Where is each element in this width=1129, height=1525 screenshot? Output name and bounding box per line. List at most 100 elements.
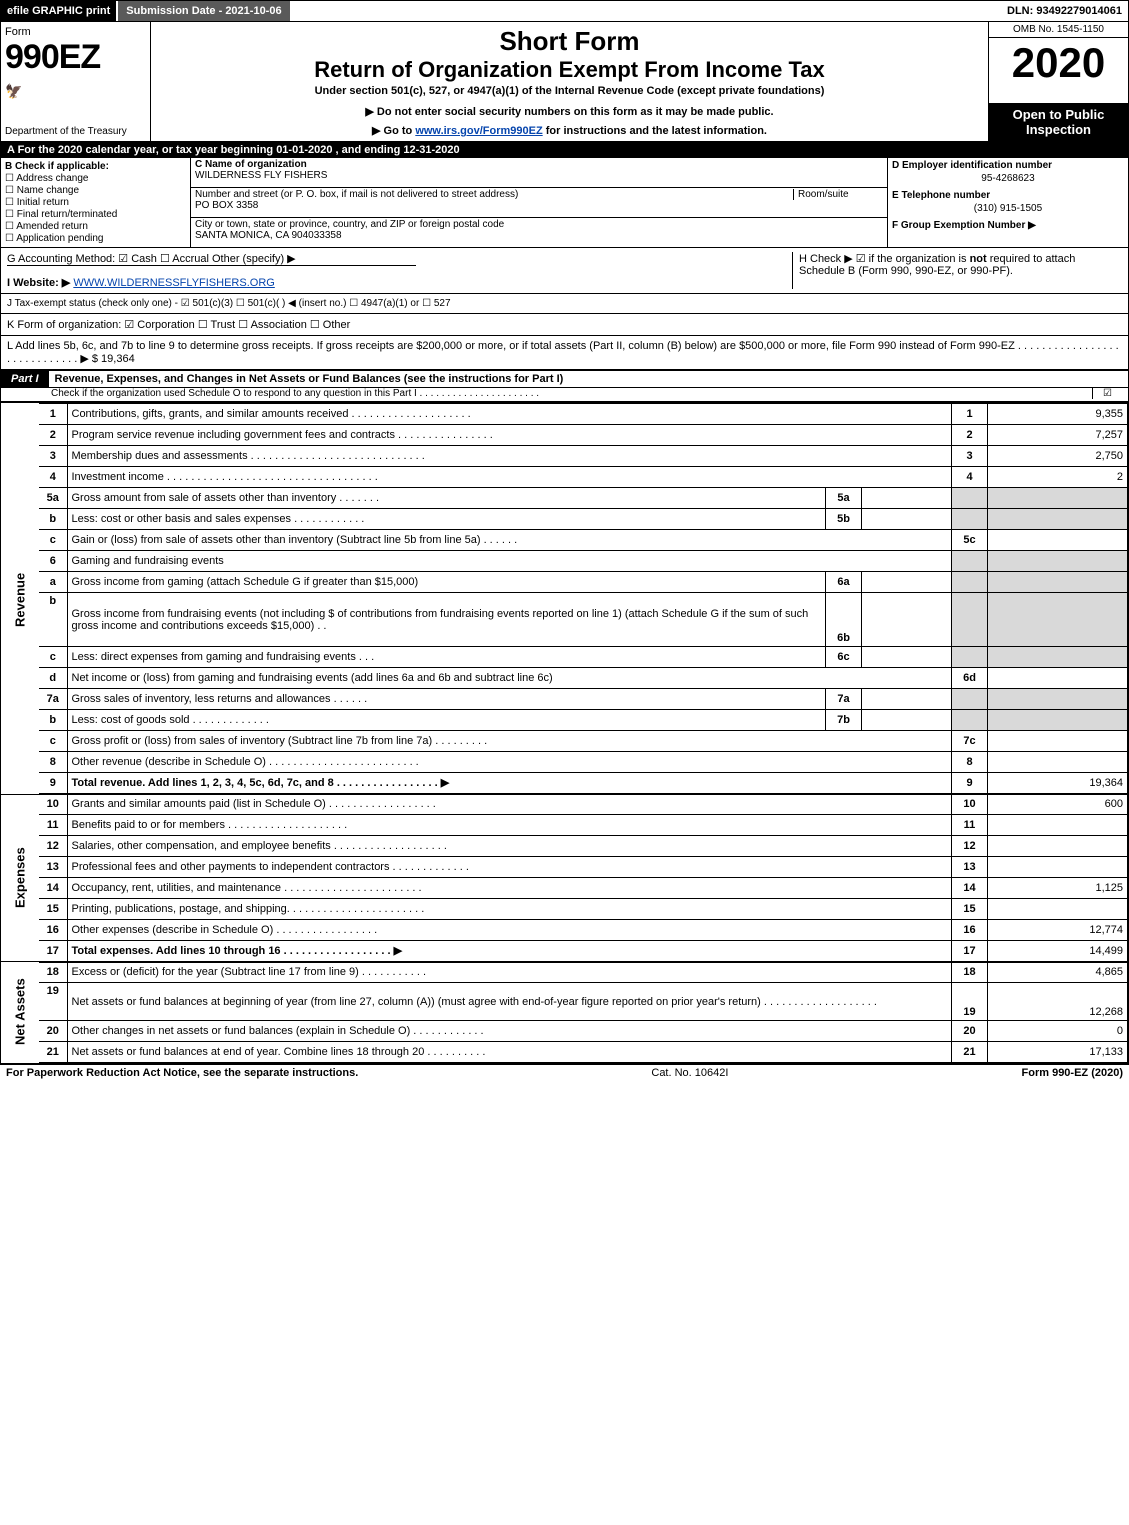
line-subval [862,647,952,668]
line-desc: Total revenue. Add lines 1, 2, 3, 4, 5c,… [67,773,952,794]
footer-left: For Paperwork Reduction Act Notice, see … [6,1067,358,1079]
chk-application-pending[interactable]: ☐ Application pending [5,233,186,244]
dept-label: Department of the Treasury [5,126,146,137]
line-num: 13 [39,857,67,878]
line-subref: 5a [826,488,862,509]
line-subref: 6b [826,593,862,647]
c-name-label: C Name of organization [195,159,883,170]
table-row: 2 Program service revenue including gove… [1,425,1128,446]
line-val-grey [988,710,1128,731]
line-ref: 2 [952,425,988,446]
line-num: 2 [39,425,67,446]
line-ref: 1 [952,404,988,425]
chk-name-change[interactable]: ☐ Name change [5,185,186,196]
line-num: 11 [39,815,67,836]
line-desc: Other revenue (describe in Schedule O) .… [67,752,952,773]
line-subval [862,488,952,509]
line-ref: 12 [952,836,988,857]
line-num: 6 [39,551,67,572]
g-accounting: G Accounting Method: ☑ Cash ☐ Accrual Ot… [7,252,792,289]
line-val [988,857,1128,878]
h-check: H Check ▶ ☑ if the organization is not r… [792,252,1122,289]
line-ref: 21 [952,1042,988,1063]
line-num: 3 [39,446,67,467]
chk-final-return[interactable]: ☐ Final return/terminated [5,209,186,220]
c-city-value: SANTA MONICA, CA 904033358 [195,230,504,241]
line-desc: Gross sales of inventory, less returns a… [67,689,826,710]
chk-initial-return[interactable]: ☐ Initial return [5,197,186,208]
table-row: b Gross income from fundraising events (… [1,593,1128,647]
inspect-line2: Inspection [993,122,1124,137]
row-a-tax-year: A For the 2020 calendar year, or tax yea… [1,142,1128,158]
line-val: 1,125 [988,878,1128,899]
e-tel-value: (310) 915-1505 [892,203,1124,214]
k-form-org: K Form of organization: ☑ Corporation ☐ … [1,314,1128,336]
line-desc: Total expenses. Add lines 10 through 16 … [67,941,952,962]
submission-date-button[interactable]: Submission Date - 2021-10-06 [116,1,289,21]
line-desc: Membership dues and assessments . . . . … [67,446,952,467]
line-val [988,668,1128,689]
line-desc: Benefits paid to or for members . . . . … [67,815,952,836]
line-subref: 5b [826,509,862,530]
line-val [988,752,1128,773]
c-city-label: City or town, state or province, country… [195,219,504,230]
line-desc: Net assets or fund balances at beginning… [67,983,952,1021]
line-desc: Less: cost or other basis and sales expe… [67,509,826,530]
line-ref-grey [952,710,988,731]
irs-link[interactable]: www.irs.gov/Form990EZ [415,125,542,137]
line-ref: 5c [952,530,988,551]
line-desc: Contributions, gifts, grants, and simila… [67,404,952,425]
topbar-spacer [290,1,1001,21]
efile-print-button[interactable]: efile GRAPHIC print [1,1,116,21]
line-subref: 6c [826,647,862,668]
line-subval [862,710,952,731]
line-desc: Less: direct expenses from gaming and fu… [67,647,826,668]
line-ref: 17 [952,941,988,962]
line-ref-grey [952,647,988,668]
chk-address-change[interactable]: ☐ Address change [5,173,186,184]
line-subval [862,572,952,593]
website-link[interactable]: WWW.WILDERNESSFLYFISHERS.ORG [73,277,274,289]
table-row: c Less: direct expenses from gaming and … [1,647,1128,668]
form-number: 990EZ [5,38,146,77]
part1-header: Part I Revenue, Expenses, and Changes in… [1,371,1128,388]
line-desc: Salaries, other compensation, and employ… [67,836,952,857]
line-val [988,899,1128,920]
line-num: 18 [39,962,67,983]
col-d-identifiers: D Employer identification number 95-4268… [888,158,1128,247]
table-row: 11 Benefits paid to or for members . . .… [1,815,1128,836]
line-ref: 13 [952,857,988,878]
line-num: b [39,509,67,530]
line-desc: Gross income from fundraising events (no… [67,593,826,647]
l-gross-receipts: L Add lines 5b, 6c, and 7b to line 9 to … [1,336,1128,371]
part1-tag: Part I [1,371,49,387]
org-address-row: Number and street (or P. O. box, if mail… [191,188,887,218]
line-subval [862,509,952,530]
line-desc: Printing, publications, postage, and shi… [67,899,952,920]
chk-amended-return[interactable]: ☐ Amended return [5,221,186,232]
b-label: B Check if applicable: [5,161,186,172]
line-num: c [39,530,67,551]
table-row: 19 Net assets or fund balances at beginn… [1,983,1128,1021]
line-val-grey [988,647,1128,668]
main-title: Return of Organization Exempt From Incom… [159,57,980,83]
tax-year: 2020 [989,38,1128,88]
line-desc: Occupancy, rent, utilities, and maintena… [67,878,952,899]
f-group-label: F Group Exemption Number ▶ [892,220,1124,231]
line-desc: Professional fees and other payments to … [67,857,952,878]
line-num: c [39,647,67,668]
table-row: 5a Gross amount from sale of assets othe… [1,488,1128,509]
table-row: b Less: cost of goods sold . . . . . . .… [1,710,1128,731]
line-desc: Excess or (deficit) for the year (Subtra… [67,962,952,983]
line-ref-grey [952,572,988,593]
line-desc: Other expenses (describe in Schedule O) … [67,920,952,941]
line-ref-grey [952,509,988,530]
table-row: Net Assets 18 Excess or (deficit) for th… [1,962,1128,983]
line-desc: Grants and similar amounts paid (list in… [67,794,952,815]
year-block: OMB No. 1545-1150 2020 Open to Public In… [988,22,1128,141]
line-ref-grey [952,488,988,509]
side-expenses: Expenses [1,794,39,962]
table-row: 3 Membership dues and assessments . . . … [1,446,1128,467]
dln-label: DLN: 93492279014061 [1001,1,1128,21]
line-ref: 15 [952,899,988,920]
